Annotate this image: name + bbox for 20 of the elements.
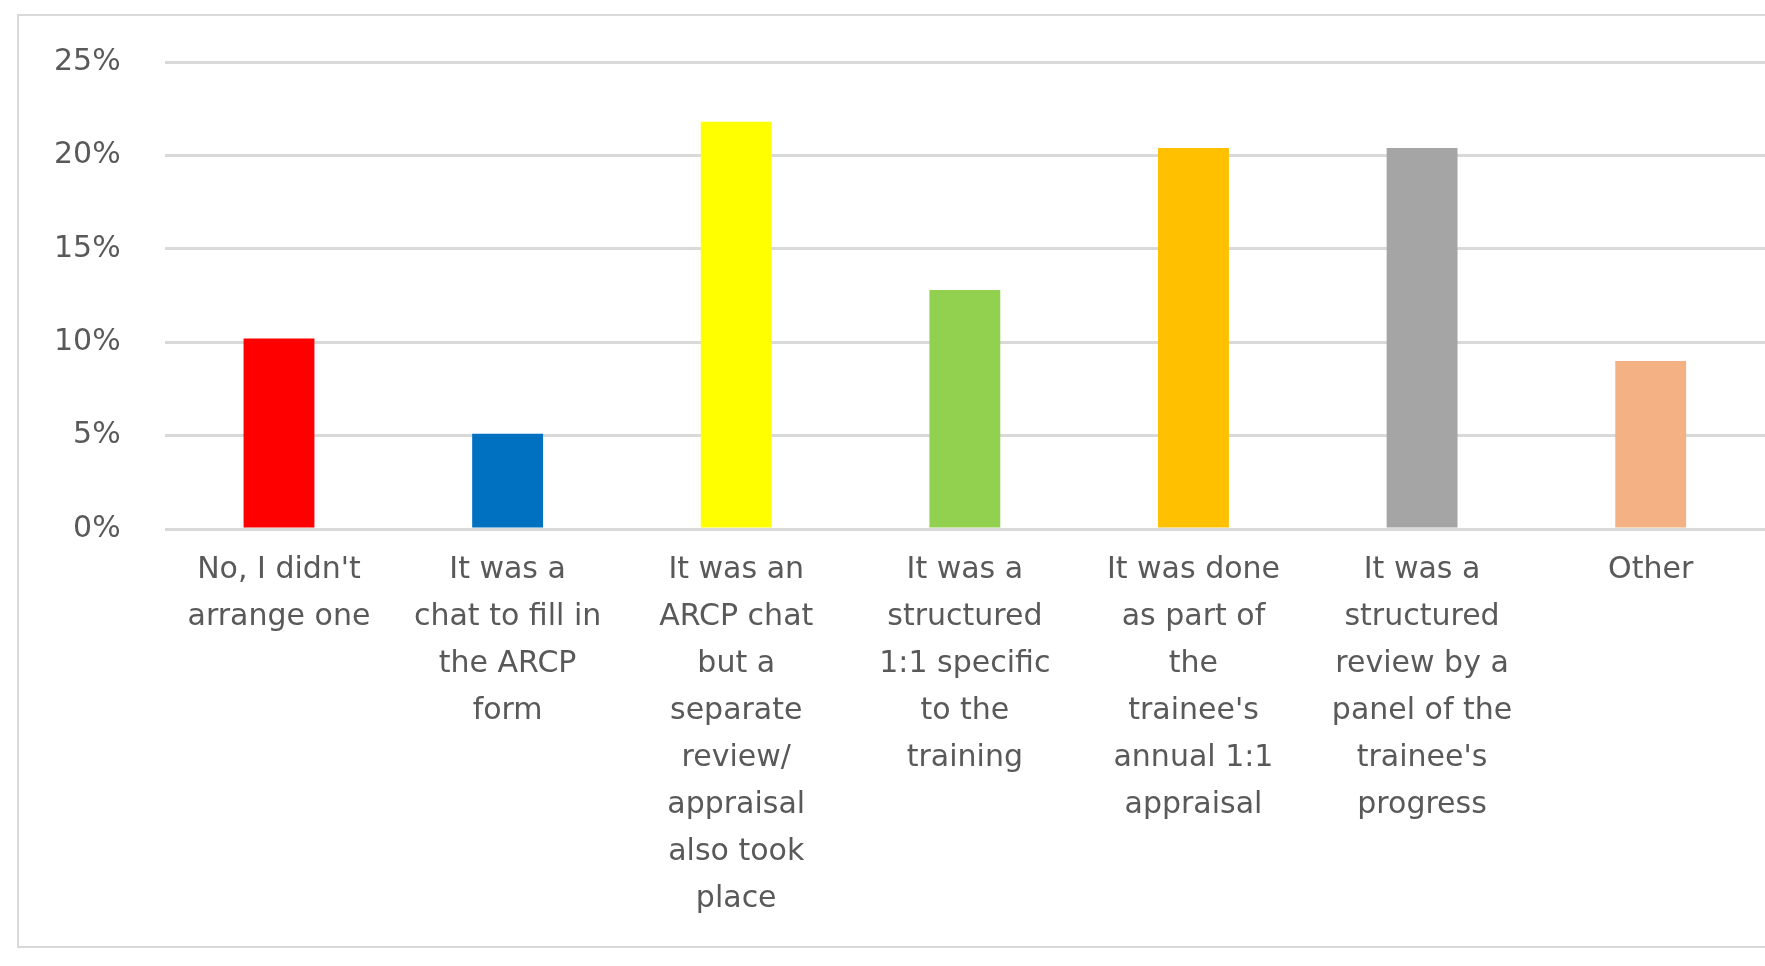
x-tick-label: It was a structured review by a panel of the trainee's progress <box>1331 550 1513 821</box>
y-tick-label: 0% <box>73 508 121 544</box>
bar <box>472 433 544 528</box>
bar <box>1386 147 1458 528</box>
y-tick-label: 10% <box>53 322 121 357</box>
x-tick-label: It was a chat to fill in the ARCP form <box>413 550 602 727</box>
x-tick-label: It was done as part of the trainee's annual 1:1 appraisal <box>1106 550 1281 821</box>
bar <box>700 121 772 528</box>
bar <box>929 289 1001 528</box>
y-tick-label: 25% <box>53 41 121 77</box>
y-tick-label: 20% <box>53 135 121 171</box>
y-tick-label: 5% <box>73 415 121 451</box>
y-tick-label: 15% <box>53 228 121 264</box>
x-tick-label: It was an ARCP chat but a separate review/ appraisal also took place <box>659 550 814 915</box>
x-tick-label: Other <box>1608 550 1694 586</box>
bar <box>1158 147 1229 528</box>
bar <box>243 338 315 528</box>
x-tick-label: It was a structured 1:1 specific to the training <box>879 550 1051 774</box>
x-tick-label: No, I didn't arrange one <box>187 550 371 633</box>
bar <box>1615 360 1687 528</box>
